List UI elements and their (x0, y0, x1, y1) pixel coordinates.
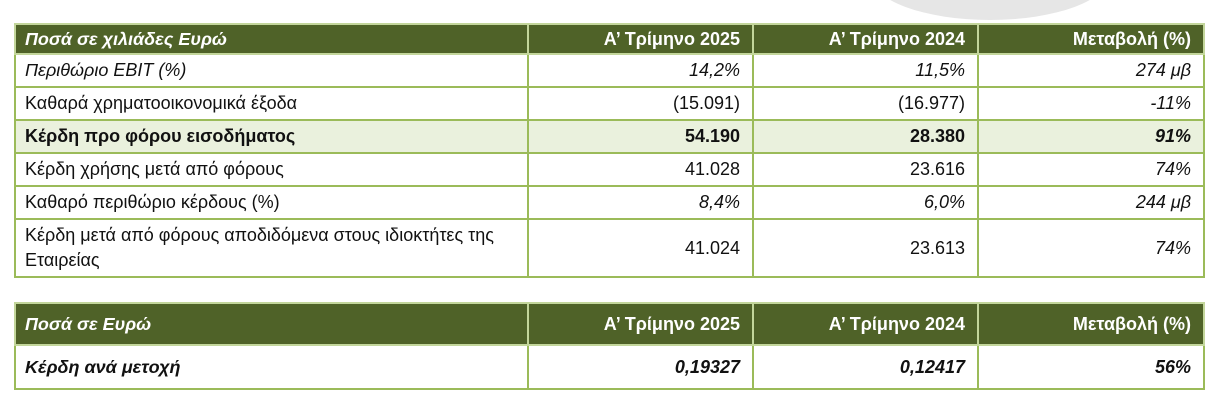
value-q1-2025: 14,2% (527, 53, 754, 88)
value-q1-2024: 11,5% (752, 53, 979, 88)
value-change: 74% (977, 152, 1205, 187)
row-label: Κέρδη προ φόρου εισοδήματος (14, 119, 529, 154)
value-q1-2024: 23.616 (752, 152, 979, 187)
value-q1-2025: (15.091) (527, 86, 754, 121)
table-header-row: Ποσά σε Ευρώ Α’ Τρίμηνο 2025 Α’ Τρίμηνο … (14, 302, 1205, 346)
row-label: Κέρδη μετά από φόρους αποδιδόμενα στους … (14, 218, 529, 278)
header-amounts-thousands: Ποσά σε χιλιάδες Ευρώ (14, 23, 529, 55)
table-row-profit-before-tax: Κέρδη προ φόρου εισοδήματος 54.190 28.38… (14, 119, 1205, 154)
header-change: Μεταβολή (%) (977, 302, 1205, 346)
value-q1-2025: 41.024 (527, 218, 754, 278)
value-q1-2024: 23.613 (752, 218, 979, 278)
value-q1-2025: 0,19327 (527, 344, 754, 390)
table-row-profit-after-tax: Κέρδη χρήσης μετά από φόρους 41.028 23.6… (14, 152, 1205, 187)
value-change: -11% (977, 86, 1205, 121)
value-q1-2024: (16.977) (752, 86, 979, 121)
table-header-row: Ποσά σε χιλιάδες Ευρώ Α’ Τρίμηνο 2025 Α’… (14, 23, 1205, 55)
row-label: Κέρδη χρήσης μετά από φόρους (14, 152, 529, 187)
value-q1-2025: 41.028 (527, 152, 754, 187)
table-row-earnings-per-share: Κέρδη ανά μετοχή 0,19327 0,12417 56% (14, 344, 1205, 390)
row-label: Κέρδη ανά μετοχή (14, 344, 529, 390)
value-change: 91% (977, 119, 1205, 154)
value-change: 274 μβ (977, 53, 1205, 88)
header-amounts-euro: Ποσά σε Ευρώ (14, 302, 529, 346)
value-change: 244 μβ (977, 185, 1205, 220)
header-q1-2024: Α’ Τρίμηνο 2024 (752, 302, 979, 346)
header-q1-2025: Α’ Τρίμηνο 2025 (527, 23, 754, 55)
header-change: Μεταβολή (%) (977, 23, 1205, 55)
value-q1-2024: 6,0% (752, 185, 979, 220)
earnings-per-share-table: Ποσά σε Ευρώ Α’ Τρίμηνο 2025 Α’ Τρίμηνο … (14, 302, 1205, 390)
row-label: Καθαρό περιθώριο κέρδους (%) (14, 185, 529, 220)
header-q1-2024: Α’ Τρίμηνο 2024 (752, 23, 979, 55)
table-row-net-financial-expenses: Καθαρά χρηματοοικονομικά έξοδα (15.091) … (14, 86, 1205, 121)
value-q1-2025: 8,4% (527, 185, 754, 220)
value-q1-2025: 54.190 (527, 119, 754, 154)
header-q1-2025: Α’ Τρίμηνο 2025 (527, 302, 754, 346)
value-q1-2024: 0,12417 (752, 344, 979, 390)
table-row-profit-attributable-to-owners: Κέρδη μετά από φόρους αποδιδόμενα στους … (14, 218, 1205, 278)
row-label: Καθαρά χρηματοοικονομικά έξοδα (14, 86, 529, 121)
financial-results-table: Ποσά σε χιλιάδες Ευρώ Α’ Τρίμηνο 2025 Α’… (14, 23, 1205, 278)
table-row-net-profit-margin: Καθαρό περιθώριο κέρδους (%) 8,4% 6,0% 2… (14, 185, 1205, 220)
value-q1-2024: 28.380 (752, 119, 979, 154)
value-change: 74% (977, 218, 1205, 278)
background-decoration (870, 0, 1110, 20)
value-change: 56% (977, 344, 1205, 390)
row-label: Περιθώριο EBIT (%) (14, 53, 529, 88)
table-row-ebit-margin: Περιθώριο EBIT (%) 14,2% 11,5% 274 μβ (14, 53, 1205, 88)
